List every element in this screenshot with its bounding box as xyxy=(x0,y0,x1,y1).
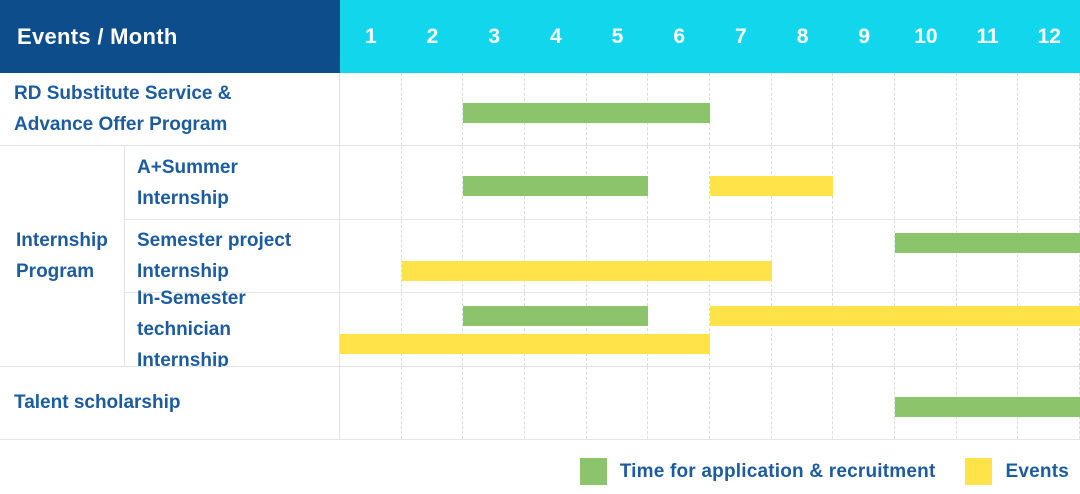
gantt-bar-green xyxy=(463,176,649,197)
month-column xyxy=(402,219,464,293)
month-column xyxy=(1018,73,1080,146)
gantt-bar-yellow xyxy=(710,306,1080,327)
row-label-text: RD Substitute Service & Advance Offer Pr… xyxy=(14,83,232,136)
month-column xyxy=(957,219,1019,293)
month-column xyxy=(1018,219,1080,293)
month-column xyxy=(895,219,957,293)
month-column xyxy=(710,293,772,366)
month-column xyxy=(340,146,402,219)
month-column xyxy=(463,293,526,366)
month-column xyxy=(463,219,526,293)
chart-row-in-semester-technician-internship xyxy=(340,293,1080,367)
month-column xyxy=(648,366,711,439)
month-header-5: 5 xyxy=(611,24,624,48)
month-column xyxy=(833,293,896,366)
month-header-8: 8 xyxy=(796,24,809,48)
chart-row-a-summer-internship xyxy=(340,146,1080,220)
month-header-7: 7 xyxy=(735,24,747,48)
month-header-4: 4 xyxy=(550,24,562,48)
month-header-12: 12 xyxy=(1037,24,1061,48)
month-column xyxy=(648,219,711,293)
month-column xyxy=(525,293,587,366)
chart-row-rd-substitute-service xyxy=(340,73,1080,147)
gantt-bar-green xyxy=(895,396,1080,417)
gantt-table: Events / Month 1 2 3 4 5 6 7 8 9 10 11 12 RD Substi… xyxy=(0,0,1080,440)
month-column xyxy=(525,366,587,439)
row-label-semester-project-internship: Semester project Internship xyxy=(125,219,340,294)
row-label-text: In-Semester technician Internship xyxy=(137,287,246,371)
month-header-11: 11 xyxy=(976,24,999,48)
month-column xyxy=(525,219,587,293)
month-column xyxy=(772,73,834,146)
legend-item-application-recruitment: Time for application & recruitment xyxy=(579,458,936,485)
month-header-3: 3 xyxy=(488,24,501,48)
month-column xyxy=(587,219,649,293)
gantt-bar-green xyxy=(895,232,1080,253)
row-label-in-semester-technician-internship: In-Semester technician Internship xyxy=(125,288,340,371)
group-label-text: Internship Program xyxy=(16,229,108,282)
month-header-6: 6 xyxy=(673,24,686,48)
gantt-bar-yellow xyxy=(710,176,834,197)
month-column xyxy=(895,293,957,366)
month-column xyxy=(402,73,464,146)
month-column xyxy=(710,73,772,146)
month-header-2: 2 xyxy=(426,24,439,48)
month-column xyxy=(463,366,526,439)
month-column xyxy=(587,293,649,366)
month-column xyxy=(957,73,1019,146)
legend-item-events: Events xyxy=(965,458,1069,485)
month-column xyxy=(340,73,402,146)
month-column xyxy=(587,366,649,439)
legend-label-events: Events xyxy=(1005,460,1069,482)
row-label-text: Semester project Internship xyxy=(137,229,292,282)
row-label-talent-scholarship: Talent scholarship xyxy=(0,366,340,440)
month-header-9: 9 xyxy=(858,24,871,48)
row-label-rd-substitute-service: RD Substitute Service & Advance Offer Pr… xyxy=(0,73,340,147)
row-label-text: Talent scholarship xyxy=(14,392,181,414)
legend: Time for application & recruitment Event… xyxy=(0,440,1080,494)
gantt-bar-green xyxy=(463,103,710,123)
legend-swatch-yellow xyxy=(965,458,993,485)
month-column xyxy=(833,366,896,439)
month-column xyxy=(648,293,711,366)
month-column xyxy=(710,219,772,293)
chart-row-semester-project-internship xyxy=(340,219,1080,294)
legend-swatch-green xyxy=(579,458,607,485)
table-header-events-month: Events / Month xyxy=(0,0,340,73)
month-header-row: 1 2 3 4 5 6 7 8 9 10 11 12 xyxy=(340,0,1080,73)
month-header-10: 10 xyxy=(914,24,938,48)
month-column xyxy=(895,146,957,219)
month-header-1: 1 xyxy=(364,24,377,48)
month-column xyxy=(1018,146,1080,219)
month-column xyxy=(957,293,1019,366)
month-column xyxy=(833,146,896,219)
month-column xyxy=(340,293,402,366)
chart-row-talent-scholarship xyxy=(340,366,1080,440)
month-column xyxy=(340,219,402,293)
table-header-title: Events / Month xyxy=(17,23,178,49)
month-column xyxy=(1018,293,1080,366)
month-column xyxy=(895,73,957,146)
month-column xyxy=(648,146,711,219)
gantt-bar-green xyxy=(463,306,649,327)
month-column xyxy=(772,293,834,366)
month-column xyxy=(833,73,896,146)
row-label-text: A+Summer Internship xyxy=(137,156,238,209)
month-column xyxy=(402,366,464,439)
row-label-a-summer-internship: A+Summer Internship xyxy=(125,146,340,220)
month-column xyxy=(340,366,402,439)
group-label-internship-program: Internship Program xyxy=(0,146,125,367)
gantt-bar-yellow xyxy=(401,260,772,281)
month-column xyxy=(402,293,464,366)
month-column xyxy=(772,366,834,439)
month-column xyxy=(402,146,464,219)
month-column xyxy=(833,219,896,293)
month-column xyxy=(772,219,834,293)
month-column xyxy=(710,366,772,439)
month-column xyxy=(957,146,1019,219)
legend-label-application-recruitment: Time for application & recruitment xyxy=(619,460,936,482)
gantt-bar-yellow xyxy=(340,334,710,355)
